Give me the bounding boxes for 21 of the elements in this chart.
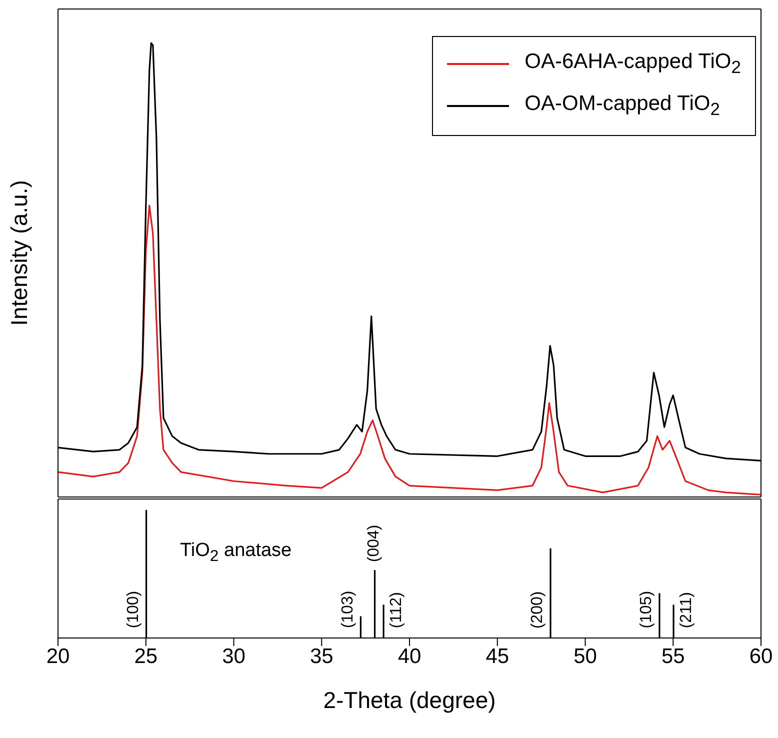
annotation: (100) <box>125 590 142 628</box>
x-tick-label: 35 <box>310 644 334 668</box>
annotation: (004) <box>366 524 383 562</box>
x-tick-label: 45 <box>486 644 510 668</box>
x-tick-label: 20 <box>46 644 70 668</box>
annotation: (105) <box>638 590 656 628</box>
y-axis-title: Intensity (a.u.) <box>6 180 32 326</box>
annotation: (112) <box>388 592 406 628</box>
annotation: TiO$_{2}$ anatase <box>180 540 292 566</box>
x-tick-label: 40 <box>398 644 422 668</box>
annotation: (200) <box>529 591 546 629</box>
annotation: (211) <box>678 592 696 628</box>
x-tick-label: 30 <box>222 644 246 668</box>
x-tick-label: 55 <box>661 644 685 668</box>
x-axis-title: 2-Theta (degree) <box>323 687 496 713</box>
legend-label: OA-6AHA-capped TiO$_{2}$ <box>524 50 741 78</box>
annotation: (103) <box>340 590 357 628</box>
x-tick-label: 25 <box>134 644 158 668</box>
x-tick-label: 60 <box>749 644 773 668</box>
x-tick-label: 50 <box>574 644 597 668</box>
legend-label: OA-OM-capped TiO$_{2}$ <box>524 92 720 120</box>
